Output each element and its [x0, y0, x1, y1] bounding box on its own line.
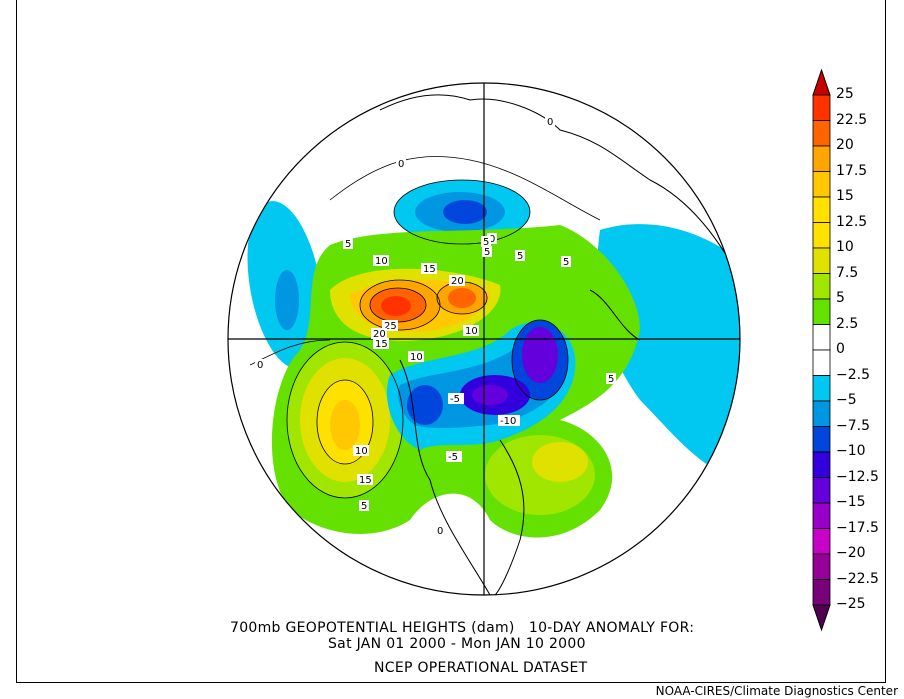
contour-label: 0 — [489, 234, 495, 245]
positive-core-southeast — [532, 442, 588, 482]
colorbar-label: −25 — [836, 596, 866, 612]
contour-label: 25 — [384, 321, 397, 332]
colorbar-bin — [812, 528, 831, 555]
contour-label: -5 — [450, 394, 460, 405]
contour-lines — [249, 155, 601, 499]
colorbar-label: −7.5 — [836, 417, 870, 434]
colorbar-label: −20 — [836, 545, 866, 561]
colorbar-bin — [812, 477, 831, 504]
contour-label: 15 — [375, 339, 388, 350]
colorbar-label: −5 — [836, 392, 857, 408]
colorbar-bin — [812, 94, 831, 121]
colorbar-bin — [812, 222, 831, 249]
colorbar-bin — [812, 375, 831, 402]
colorbar-label: 22.5 — [836, 111, 868, 128]
colorbar-label: 20 — [836, 137, 854, 153]
colorbar-bin — [812, 349, 831, 376]
coastlines — [379, 94, 740, 595]
contour-label: 5 — [361, 501, 367, 512]
credit-text: NOAA-CIRES/Climate Diagnostics Center — [655, 684, 898, 698]
colorbar-bin — [812, 120, 831, 147]
colorbar-bin — [812, 451, 831, 478]
title-line-3: NCEP OPERATIONAL DATASET — [374, 660, 588, 676]
contour-label: 0 — [547, 117, 553, 128]
contour-label: 20 — [451, 276, 464, 287]
contour-label: -10 — [500, 416, 516, 427]
colorbar-bin — [812, 324, 831, 351]
colorbar-label: 5 — [836, 290, 845, 306]
plot-frame — [16, 0, 886, 683]
title-line-1: 700mb GEOPOTENTIAL HEIGHTS (dam) 10-DAY … — [230, 620, 695, 636]
colorbar-label: 15 — [836, 188, 854, 204]
title-line-2: Sat JAN 01 2000 - Mon JAN 10 2000 — [328, 636, 586, 652]
colorbar-bin — [812, 579, 831, 606]
contour-label: 5 — [517, 251, 523, 262]
colorbar-label: 25 — [836, 86, 854, 102]
contour-label: 5 — [483, 237, 489, 248]
contour-label: 0 — [398, 159, 404, 170]
colorbar-label: −22.5 — [836, 570, 879, 587]
contour-label: 0 — [437, 526, 443, 537]
contour-label: 10 — [410, 352, 423, 363]
contour-label: 10 — [465, 326, 478, 337]
colorbar-bin — [812, 273, 831, 300]
contour-label: 5 — [563, 257, 569, 268]
colorbar-label: 10 — [836, 239, 854, 255]
colorbar-label: 0 — [836, 341, 845, 357]
colorbar-label: 12.5 — [836, 213, 868, 230]
positive-core-max — [381, 296, 411, 316]
colorbar-label: 7.5 — [836, 264, 859, 281]
colorbar-bin — [812, 502, 831, 529]
colorbar-label: 2.5 — [836, 315, 859, 332]
contour-label: 10 — [375, 256, 388, 267]
colorbar-label: −15 — [836, 494, 866, 510]
colorbar-over-triangle — [812, 68, 831, 96]
contour-label: 20 — [373, 329, 386, 340]
colorbar-bin — [812, 553, 831, 580]
colorbar-bin — [812, 171, 831, 198]
contour-label: 5 — [608, 374, 614, 385]
colorbar-label: −12.5 — [836, 468, 879, 485]
contour-label: 5 — [484, 247, 490, 258]
contour-label: 0 — [257, 360, 263, 371]
colorbar-label: −2.5 — [836, 366, 870, 383]
contour-label: 15 — [423, 264, 436, 275]
contour-label: -5 — [448, 452, 458, 463]
colorbar — [812, 68, 831, 632]
contour-label: 15 — [359, 475, 372, 486]
negative-anomaly-east — [597, 224, 740, 480]
negative-core-north-inner — [443, 200, 487, 224]
colorbar-label: −10 — [836, 443, 866, 459]
colorbar-label: 17.5 — [836, 162, 868, 179]
colorbar-bin — [812, 426, 831, 453]
negative-core-west — [275, 270, 299, 330]
colorbar-bin — [812, 196, 831, 223]
contour-label: 10 — [355, 446, 368, 457]
negative-core-min — [522, 327, 558, 383]
colorbar-under-triangle — [812, 604, 831, 632]
colorbar-bin — [812, 247, 831, 274]
colorbar-bin — [812, 298, 831, 325]
colorbar-label: −17.5 — [836, 519, 879, 536]
contour-label: 5 — [345, 239, 351, 250]
colorbar-bin — [812, 400, 831, 427]
colorbar-bin — [812, 145, 831, 172]
